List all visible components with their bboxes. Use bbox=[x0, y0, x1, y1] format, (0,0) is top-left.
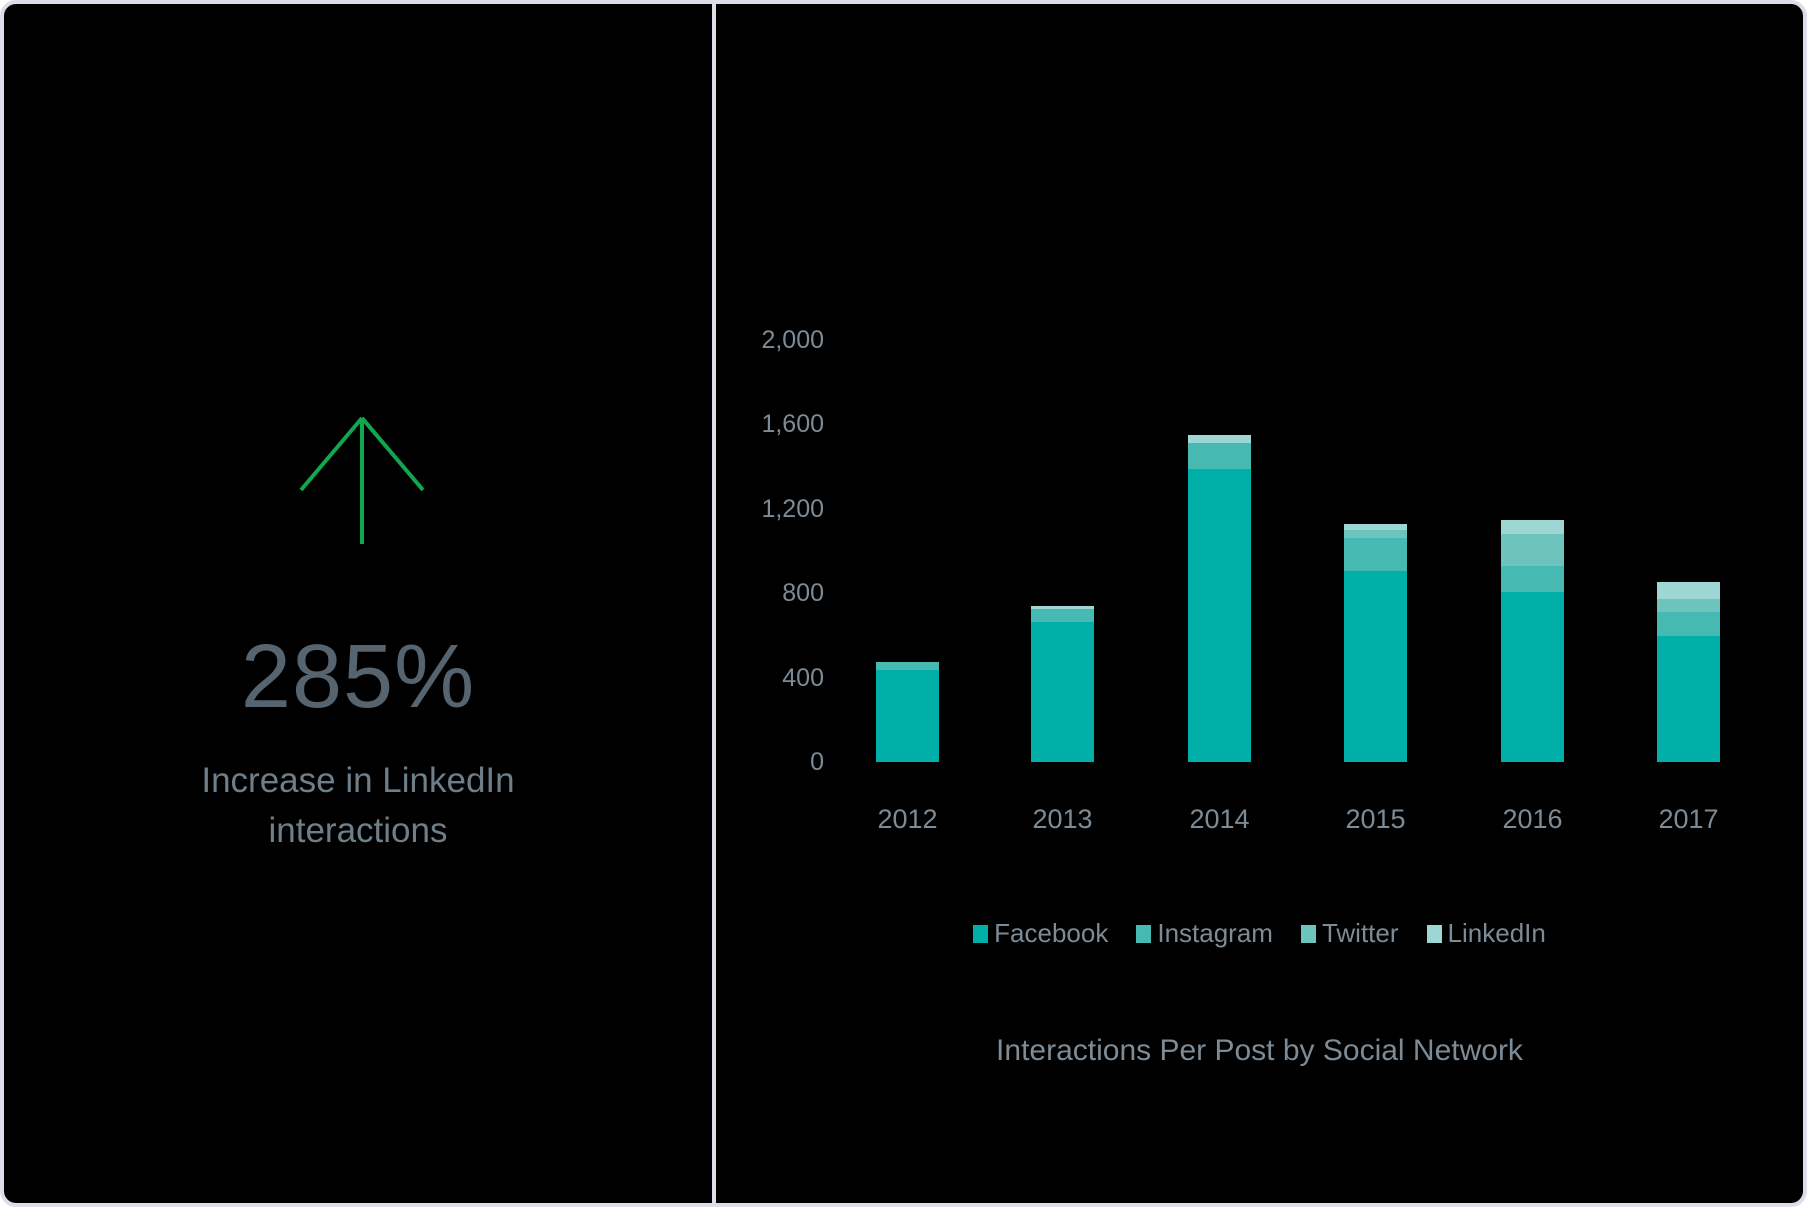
kpi-panel: 285% Increase in LinkedIn interactions bbox=[4, 4, 712, 1203]
y-tick-label: 400 bbox=[782, 663, 824, 692]
bar-segment-facebook bbox=[1188, 468, 1251, 762]
bar-2017 bbox=[1657, 582, 1720, 762]
bar-2016 bbox=[1501, 520, 1564, 762]
x-tick-label: 2016 bbox=[1502, 804, 1563, 834]
x-tick-label: 2013 bbox=[1032, 804, 1093, 834]
bar-segment-twitter bbox=[1344, 529, 1407, 538]
panel-divider bbox=[712, 4, 716, 1203]
arrow-up-icon bbox=[299, 416, 425, 544]
legend-swatch bbox=[1426, 924, 1442, 943]
legend-label: Facebook bbox=[994, 918, 1109, 948]
x-tick-label: 2015 bbox=[1345, 804, 1406, 834]
bar-segment-twitter bbox=[1657, 598, 1720, 612]
x-tick-label: 2014 bbox=[1189, 804, 1250, 834]
bar-segment-facebook bbox=[1344, 571, 1407, 762]
legend-label: LinkedIn bbox=[1447, 918, 1546, 948]
x-tick-label: 2017 bbox=[1658, 804, 1719, 834]
bar-2014 bbox=[1188, 434, 1251, 762]
kpi-caption-line1: Increase in LinkedIn bbox=[201, 761, 515, 800]
y-tick-label: 2,000 bbox=[761, 326, 824, 354]
bar-segment-instagram bbox=[1501, 565, 1564, 592]
bar-segment-instagram bbox=[876, 661, 939, 670]
legend-swatch bbox=[973, 924, 989, 943]
bar-segment-facebook bbox=[876, 670, 939, 762]
bar-segment-facebook bbox=[1031, 621, 1094, 762]
kpi-value: 285% bbox=[240, 627, 476, 727]
x-tick-label: 2012 bbox=[877, 804, 938, 834]
y-tick-label: 1,200 bbox=[761, 494, 824, 523]
bar-segment-instagram bbox=[1188, 442, 1251, 469]
legend-swatch bbox=[1300, 924, 1316, 943]
bar-segment-facebook bbox=[1501, 591, 1564, 762]
bar-segment-instagram bbox=[1657, 611, 1720, 637]
bar-2013 bbox=[1031, 606, 1094, 762]
legend-item-twitter: Twitter bbox=[1300, 918, 1399, 949]
legend-item-linkedin: LinkedIn bbox=[1426, 918, 1546, 949]
legend-label: Twitter bbox=[1321, 918, 1399, 948]
stacked-bar-chart: 0 400 800 1,200 1,600 2,000 2012 2013 2014 2015 2… bbox=[716, 4, 1803, 1203]
bar-segment-instagram bbox=[1031, 609, 1094, 622]
bar-segment-instagram bbox=[1344, 537, 1407, 572]
bar-segment-linkedin bbox=[1188, 434, 1251, 443]
legend-item-instagram: Instagram bbox=[1136, 918, 1273, 949]
bar-segment-linkedin bbox=[1501, 520, 1564, 534]
bar-segment-twitter bbox=[1501, 533, 1564, 566]
legend-swatch bbox=[1136, 924, 1152, 943]
bar-segment-linkedin bbox=[1031, 606, 1094, 610]
chart-title: Interactions Per Post by Social Network bbox=[996, 1034, 1523, 1067]
y-tick-label: 0 bbox=[810, 748, 824, 776]
legend-item-facebook: Facebook bbox=[973, 918, 1108, 949]
bar-2015 bbox=[1344, 523, 1407, 762]
y-tick-label: 800 bbox=[782, 579, 824, 608]
chart-legend: Facebook Instagram Twitter LinkedIn bbox=[716, 918, 1803, 949]
y-tick-label: 1,600 bbox=[761, 410, 824, 439]
legend-label: Instagram bbox=[1157, 918, 1273, 948]
bar-2012 bbox=[876, 661, 939, 762]
bar-segment-linkedin bbox=[1657, 582, 1720, 599]
bar-segment-linkedin bbox=[1344, 523, 1407, 530]
bar-segment-facebook bbox=[1657, 636, 1720, 762]
kpi-caption-line2: interactions bbox=[268, 811, 448, 850]
